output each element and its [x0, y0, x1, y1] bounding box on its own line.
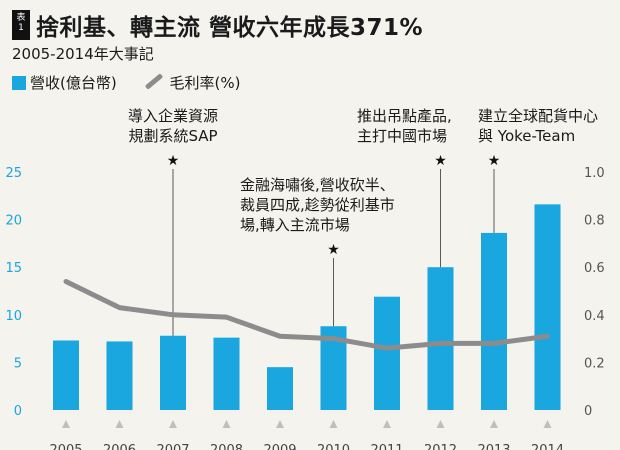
y-left-tick-label: 15 [5, 261, 22, 276]
annotation-text: 規劃系統SAP [128, 127, 217, 145]
category-marker-icon [490, 420, 498, 428]
x-tick-label: 2006 [103, 443, 136, 450]
y-right-tick-label: 1.0 [584, 166, 605, 181]
revenue-bar [481, 232, 507, 410]
x-tick-label: 2005 [49, 443, 82, 450]
revenue-bar [213, 337, 240, 410]
x-tick-label: 2011 [370, 443, 403, 450]
annotation-text: 場,轉入主流市場 [240, 216, 350, 234]
legend-bar-swatch [12, 76, 26, 90]
revenue-bar [160, 335, 186, 410]
annotation-star-icon: ★ [167, 153, 180, 169]
chart-legend: 營收(億台幣) 毛利率(%) [12, 72, 240, 92]
revenue-bar [53, 340, 79, 410]
category-marker-icon [543, 420, 552, 428]
gross-margin-line [63, 278, 550, 351]
x-tick-label: 2013 [477, 443, 510, 450]
annotation-text: 主打中國市場 [357, 127, 447, 145]
revenue-bar [374, 296, 400, 410]
annotation-star-icon: ★ [488, 153, 501, 169]
legend-bar-label: 營收(億台幣) [30, 74, 117, 92]
x-tick-label: 2014 [531, 443, 564, 450]
y-right-tick-label: 0.8 [584, 214, 605, 229]
category-marker-icon [329, 420, 338, 428]
x-tick-label: 2012 [424, 443, 457, 450]
y-left-tick-label: 0 [14, 404, 22, 419]
annotation-text: 導入企業資源 [128, 107, 218, 125]
revenue-bar [427, 267, 454, 410]
annotation-star-icon: ★ [434, 153, 447, 169]
table-badge-number: 1 [18, 23, 24, 33]
chart-title: 捨利基、轉主流 營收六年成長371% [36, 15, 424, 41]
annotation-text: 與 Yoke-Team [478, 127, 575, 145]
y-right-tick-label: 0.2 [584, 356, 605, 371]
revenue-bar [106, 341, 133, 410]
category-marker-icon [276, 420, 284, 428]
x-tick-label: 2009 [263, 443, 296, 450]
annotation-star-icon: ★ [327, 242, 340, 258]
annotation-text: 裁員四成,趁勢從利基市 [240, 196, 395, 214]
chart-subtitle: 2005-2014年大事記 [12, 45, 154, 63]
annotation-text: 推出吊點產品, [357, 107, 452, 125]
x-tick-label: 2007 [156, 443, 189, 450]
category-marker-icon [222, 420, 231, 428]
y-left-tick-label: 10 [5, 309, 22, 324]
category-marker-icon [115, 420, 124, 428]
y-right-tick-label: 0 [584, 404, 592, 419]
y-right-tick-label: 0.4 [584, 309, 605, 324]
revenue-bar [267, 367, 293, 410]
category-marker-icon [436, 420, 445, 428]
y-left-tick-label: 20 [5, 214, 22, 229]
x-tick-label: 2008 [210, 443, 243, 450]
revenue-bar [534, 204, 561, 410]
table-number-badge: 表 1 [12, 10, 30, 40]
table-badge-label: 表 [16, 13, 26, 23]
y-left-tick-label: 5 [14, 356, 22, 371]
y-right-tick-label: 0.6 [584, 261, 605, 276]
category-marker-icon [169, 420, 177, 428]
legend-line-label: 毛利率(%) [169, 74, 241, 92]
annotation-text: 金融海嘯後,營收砍半、 [240, 176, 395, 194]
y-left-tick-label: 25 [5, 166, 22, 181]
x-tick-label: 2010 [317, 443, 350, 450]
category-marker-icon [383, 420, 391, 428]
annotation-text: 建立全球配貨中心 [478, 107, 598, 125]
category-marker-icon [62, 420, 70, 428]
